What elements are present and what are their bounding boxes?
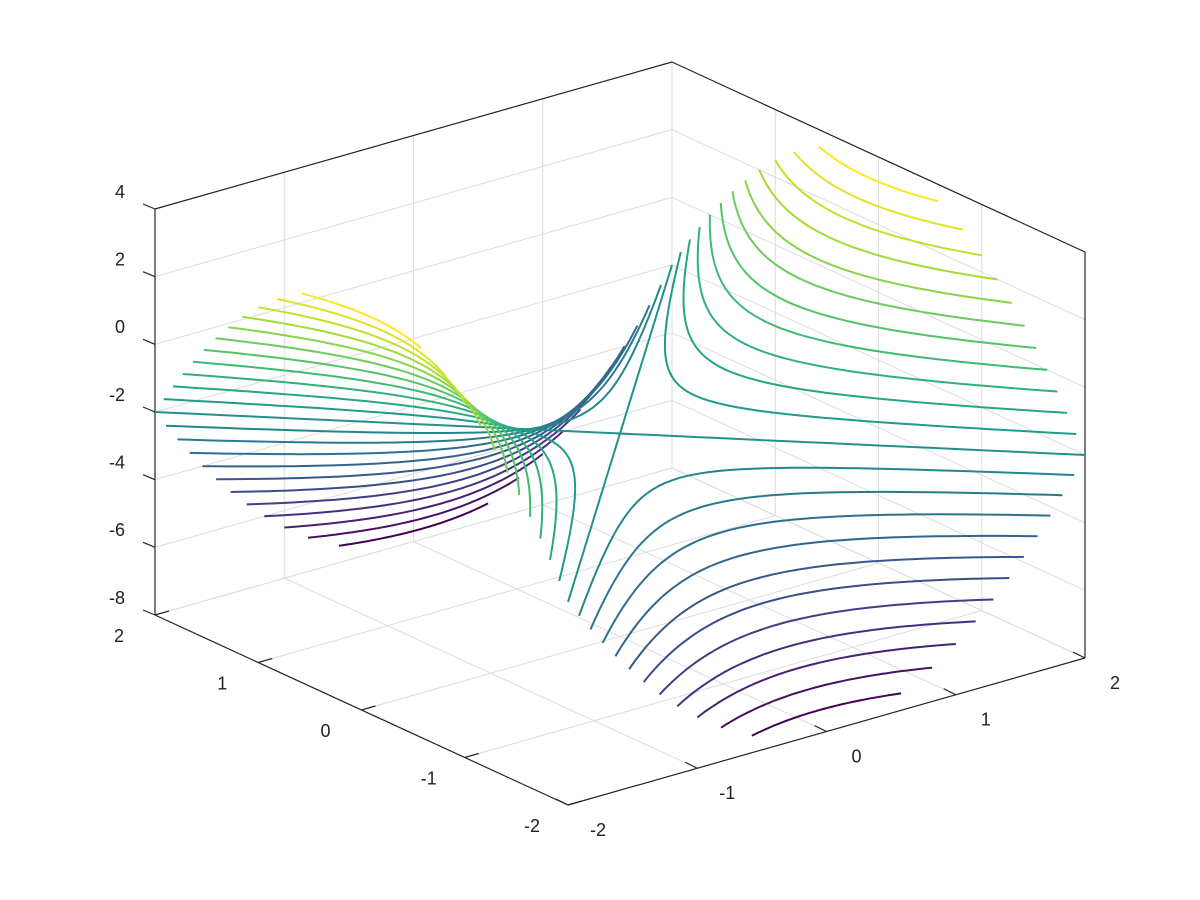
contour-line: [172, 385, 558, 561]
contour-line: [618, 264, 1086, 456]
z-tick-label: 2: [115, 249, 125, 269]
y-tick-label: 0: [320, 721, 330, 741]
grid-line: [671, 332, 1086, 524]
tick-mark: [361, 705, 376, 711]
y-tick-label: 2: [114, 626, 124, 646]
x-tick-label: -2: [590, 820, 606, 840]
contour-line: [578, 466, 1075, 617]
z-tick-label: -8: [109, 588, 125, 608]
contour-line: [719, 202, 1037, 349]
contour-line: [228, 326, 496, 451]
tick-mark: [1072, 651, 1086, 659]
x-tick-label: 2: [1110, 673, 1120, 693]
contour-line: [793, 151, 964, 231]
tick-mark: [142, 271, 156, 278]
contour-line: [696, 226, 1058, 393]
contour-line: [246, 408, 582, 506]
contour-line: [708, 214, 1048, 371]
contour-line: [301, 292, 422, 350]
contour-line: [663, 251, 1077, 435]
z-tick-label: 4: [115, 182, 125, 202]
tick-mark: [464, 752, 479, 759]
contour-line: [284, 453, 544, 529]
contour-line: [720, 666, 933, 729]
z-tick-label: -2: [109, 385, 125, 405]
contour-line: [338, 502, 489, 547]
contour-line: [203, 348, 521, 496]
contour-line: [696, 643, 956, 719]
contour-line: [307, 476, 520, 539]
contour-line: [258, 306, 466, 403]
contour-line: [601, 513, 1051, 644]
tick-mark: [142, 474, 156, 481]
contour-line: [163, 398, 577, 582]
contour-line: [751, 692, 902, 737]
contour-line: [774, 159, 982, 257]
contour-line: [758, 169, 998, 281]
grid-line: [258, 515, 776, 663]
contour-line: [230, 387, 598, 493]
contour-line: [276, 298, 447, 378]
tick-mark: [943, 688, 957, 696]
tick-mark: [567, 800, 583, 806]
tick-mark: [555, 798, 569, 806]
z-tick-label: 0: [115, 317, 125, 337]
grid-line: [671, 399, 1086, 591]
tick-mark: [142, 541, 156, 548]
grid-line: [464, 610, 982, 758]
contour-line: [731, 191, 1025, 327]
contour-line: [744, 180, 1012, 304]
contour-line: [682, 239, 1068, 414]
contour-line: [676, 620, 976, 708]
tick-mark: [142, 406, 156, 413]
tick-mark: [154, 610, 170, 616]
contour-line: [264, 430, 564, 518]
tick-mark: [258, 657, 273, 664]
contour-line: [658, 598, 994, 696]
tick-mark: [142, 338, 156, 345]
y-tick-label: -1: [421, 768, 437, 788]
contour-line: [628, 555, 1024, 670]
z-tick-label: -4: [109, 452, 125, 472]
contour-line: [242, 315, 482, 427]
grid-line: [154, 196, 673, 345]
grid-line: [154, 467, 673, 616]
contour-line: [154, 411, 622, 603]
z-tick-label: -6: [109, 520, 125, 540]
grid-line: [361, 562, 879, 711]
tick-mark: [142, 609, 156, 616]
contour-line: [165, 284, 662, 434]
grid-line: [154, 129, 673, 278]
x-tick-label: 0: [851, 746, 861, 766]
grid-line: [671, 129, 1086, 321]
grid-line: [671, 196, 1086, 388]
grid-line: [154, 399, 673, 548]
tick-mark: [814, 724, 827, 733]
tick-mark: [684, 761, 698, 769]
y-tick-label: -2: [524, 816, 540, 836]
contour-line: [818, 145, 939, 203]
y-tick-label: 1: [217, 673, 227, 693]
contour-line: [614, 534, 1038, 657]
contour-line: [215, 337, 509, 473]
tick-mark: [142, 203, 156, 210]
axis-line: [671, 61, 1086, 253]
contour-line: [589, 490, 1063, 630]
x-tick-label: 1: [981, 710, 991, 730]
axis-line: [154, 61, 673, 210]
grid-line: [154, 264, 673, 413]
contour-line: [642, 577, 1010, 683]
grid-line: [671, 264, 1086, 456]
x-tick-label: -1: [719, 783, 735, 803]
